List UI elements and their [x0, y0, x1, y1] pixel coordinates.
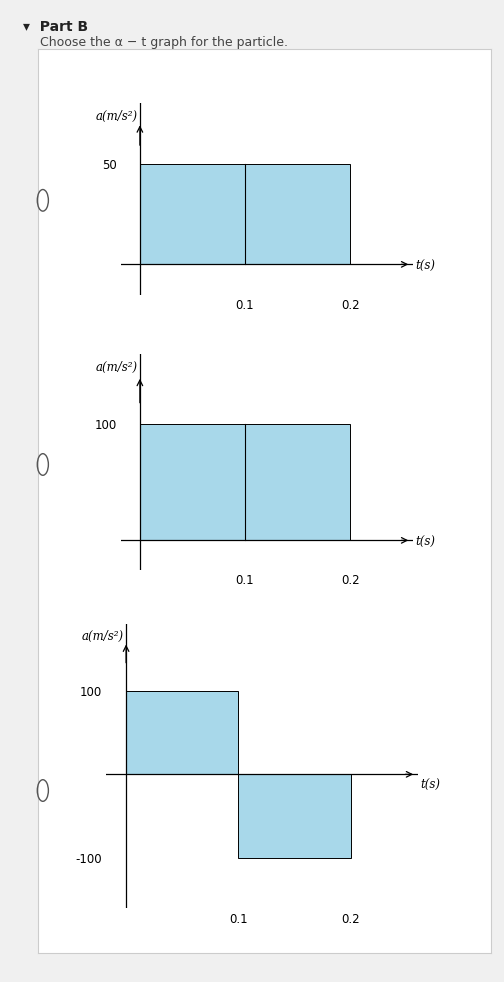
Bar [245, 164, 350, 264]
Text: t(s): t(s) [420, 779, 440, 791]
Text: t(s): t(s) [415, 260, 435, 273]
Bar [245, 423, 350, 540]
Text: a(m/s²): a(m/s²) [96, 110, 138, 123]
Bar [140, 423, 245, 540]
Text: t(s): t(s) [415, 536, 435, 549]
Bar [140, 164, 245, 264]
Bar [238, 775, 351, 858]
Bar [126, 690, 238, 775]
Text: a(m/s²): a(m/s²) [96, 361, 138, 374]
Text: Choose the α − t graph for the particle.: Choose the α − t graph for the particle. [40, 36, 288, 49]
Text: ▾  Part B: ▾ Part B [23, 20, 88, 33]
Text: a(m/s²): a(m/s²) [82, 629, 124, 642]
